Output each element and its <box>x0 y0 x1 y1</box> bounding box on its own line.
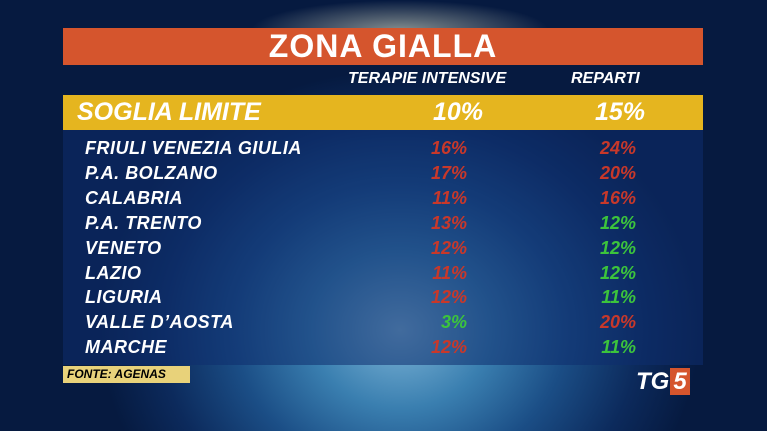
region-name: P.A. TRENTO <box>85 212 202 233</box>
region-name: P.A. BOLZANO <box>85 162 218 183</box>
table-panel <box>63 130 703 365</box>
icu-value: 3% <box>440 312 467 333</box>
region-name: LAZIO <box>85 262 142 283</box>
ward-value: 20% <box>599 162 636 183</box>
column-header: REPARTI <box>571 70 640 87</box>
table-row: P.A. TRENTO 13% 12% <box>63 211 703 236</box>
table-row: VALLE D’AOSTA 3% 20% <box>63 310 703 335</box>
table-row: MARCHE 12% 11% <box>63 335 703 360</box>
icu-value: 12% <box>430 337 467 358</box>
logo-text: TG <box>636 368 670 395</box>
ward-value: 12% <box>599 262 636 283</box>
region-name: LIGURIA <box>85 287 163 308</box>
threshold-value: 10% <box>432 98 483 126</box>
table-row: LIGURIA 12% 11% <box>63 285 703 310</box>
ward-value: 11% <box>601 287 636 308</box>
threshold-label: SOGLIA LIMITE <box>77 98 261 126</box>
table-row: LAZIO 11% 12% <box>63 261 703 286</box>
region-name: MARCHE <box>85 337 167 358</box>
icu-value: 16% <box>430 138 467 158</box>
logo: TG 5 <box>636 368 690 396</box>
source: FONTE: AGENAS <box>63 366 190 383</box>
icu-value: 12% <box>430 237 467 258</box>
region-name: VALLE D’AOSTA <box>85 312 234 333</box>
threshold-row: SOGLIA LIMITE 10% 15% <box>63 95 703 130</box>
region-name: CALABRIA <box>85 187 183 208</box>
table-row: P.A. BOLZANO 17% 20% <box>63 161 703 186</box>
ward-value: 12% <box>599 237 636 258</box>
region-name: VENETO <box>85 237 162 258</box>
ward-value: 12% <box>599 212 636 233</box>
region-name: FRIULI VENEZIA GIULIA <box>85 138 302 158</box>
icu-value: 11% <box>432 187 467 208</box>
icu-value: 12% <box>430 287 467 308</box>
ward-value: 20% <box>599 312 636 333</box>
ward-value: 16% <box>599 187 636 208</box>
ward-value: 24% <box>599 138 636 158</box>
icu-value: 17% <box>430 162 467 183</box>
threshold-value: 15% <box>594 98 645 126</box>
table-row: VENETO 12% 12% <box>63 236 703 261</box>
icu-value: 13% <box>430 212 467 233</box>
column-header: TERAPIE INTENSIVE <box>348 70 507 87</box>
ward-value: 11% <box>601 337 636 358</box>
title: ZONA GIALLA <box>63 28 703 65</box>
icu-value: 11% <box>432 262 467 283</box>
logo-number: 5 <box>670 368 690 395</box>
table-row: FRIULI VENEZIA GIULIA 16% 24% <box>63 136 703 161</box>
table-row: CALABRIA 11% 16% <box>63 186 703 211</box>
